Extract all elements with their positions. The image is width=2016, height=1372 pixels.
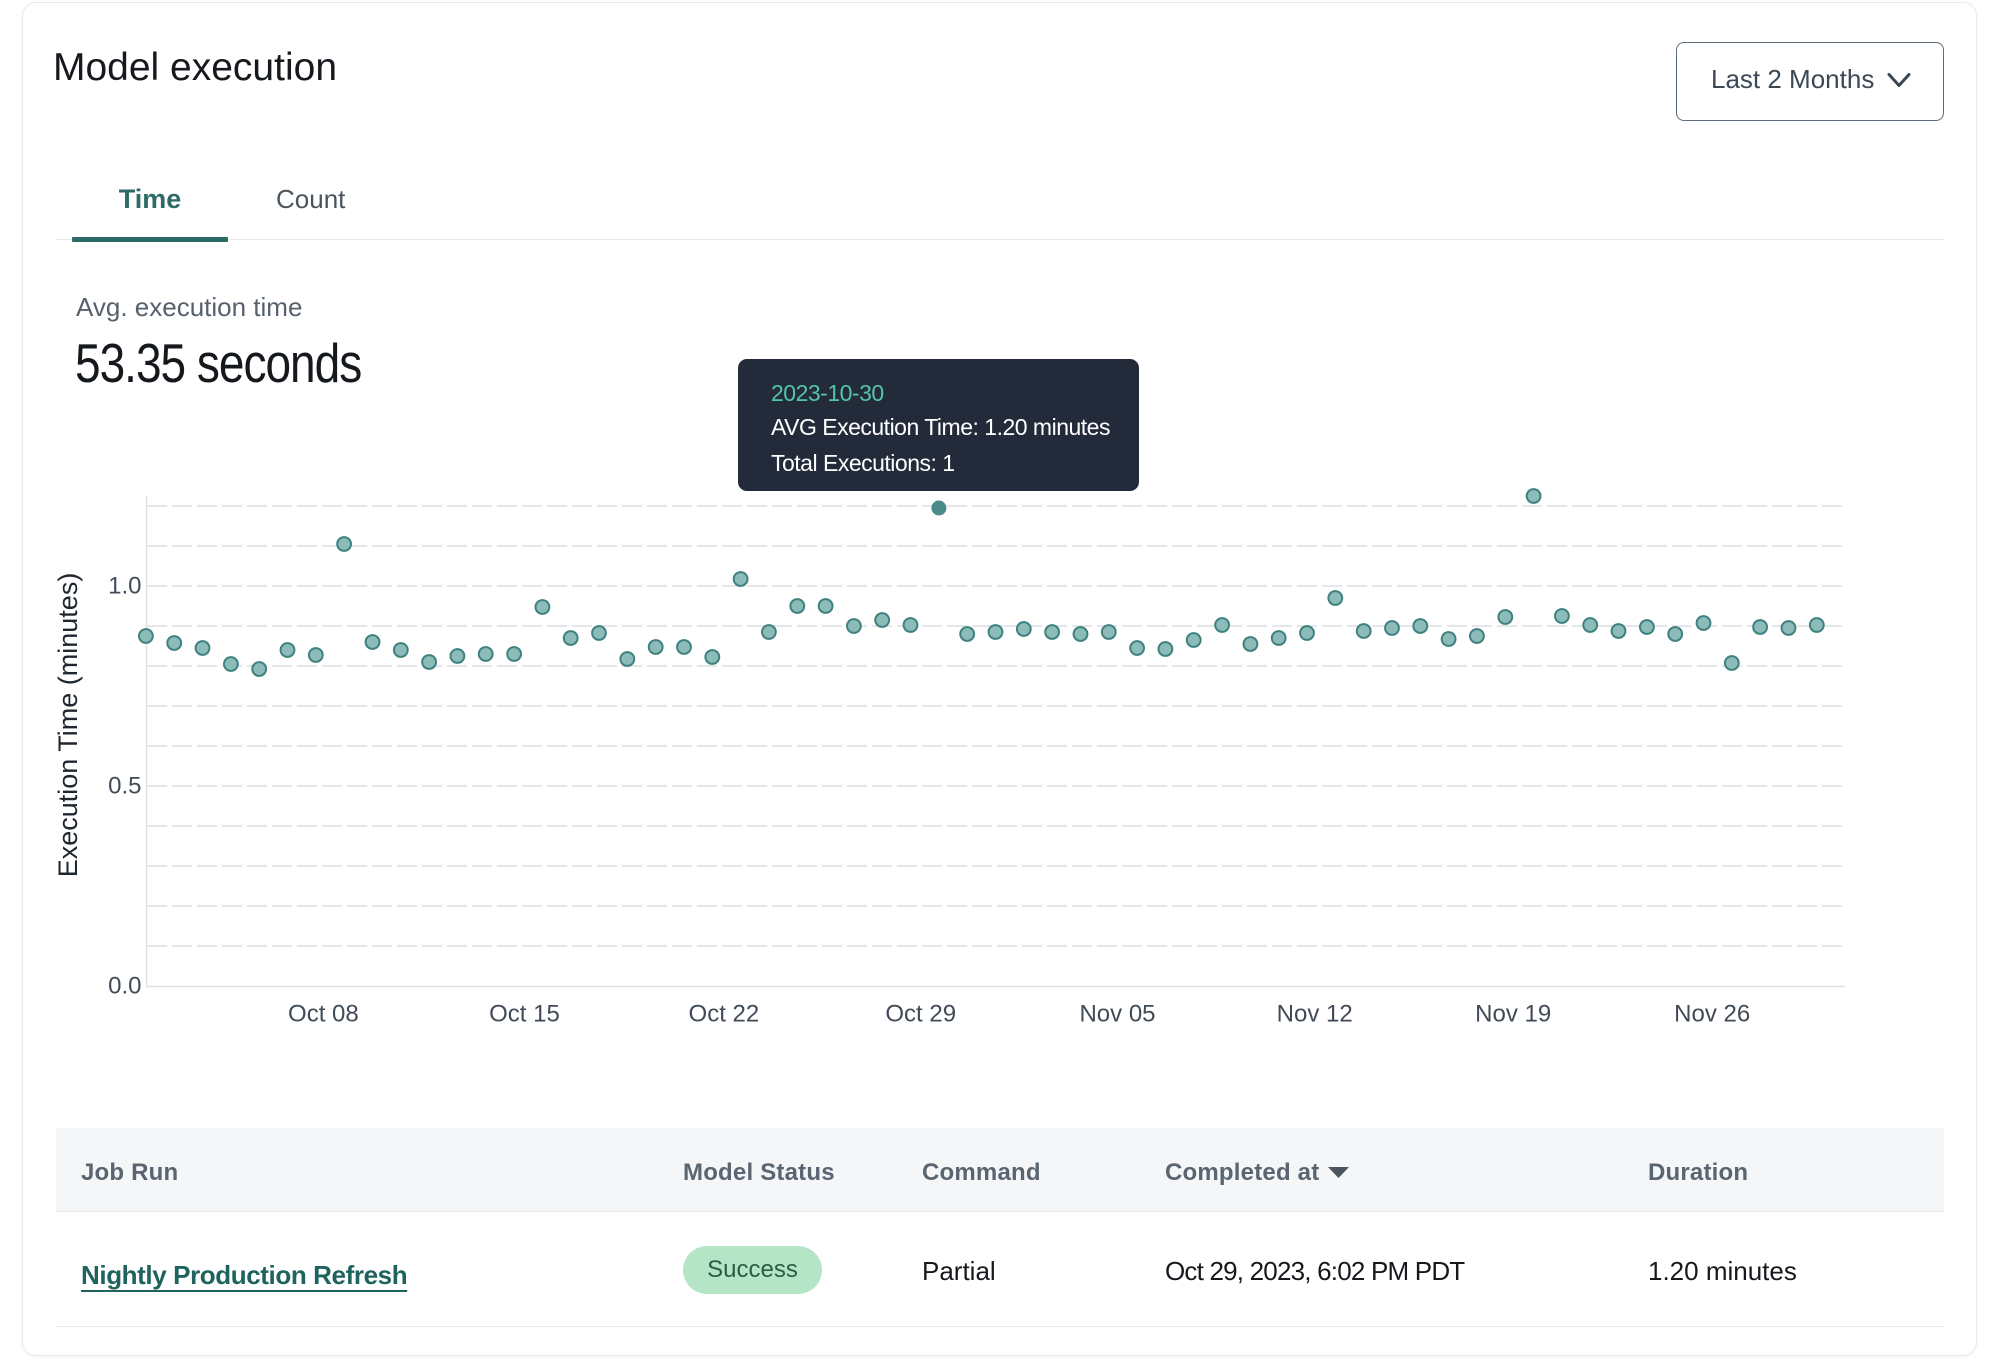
svg-text:0.0: 0.0	[108, 973, 141, 1000]
svg-text:1.0: 1.0	[108, 573, 141, 600]
svg-text:Nov 26: Nov 26	[1674, 1001, 1750, 1028]
svg-text:Nov 12: Nov 12	[1277, 1001, 1353, 1028]
svg-text:Nov 19: Nov 19	[1475, 1001, 1551, 1028]
svg-text:Nov 05: Nov 05	[1079, 1001, 1155, 1028]
svg-text:Oct 29: Oct 29	[885, 1001, 956, 1028]
svg-text:Oct 08: Oct 08	[288, 1001, 359, 1028]
svg-text:Execution Time (minutes): Execution Time (minutes)	[53, 573, 83, 878]
svg-text:0.5: 0.5	[108, 773, 141, 800]
svg-text:Oct 22: Oct 22	[689, 1001, 760, 1028]
svg-text:Oct 15: Oct 15	[489, 1001, 560, 1028]
